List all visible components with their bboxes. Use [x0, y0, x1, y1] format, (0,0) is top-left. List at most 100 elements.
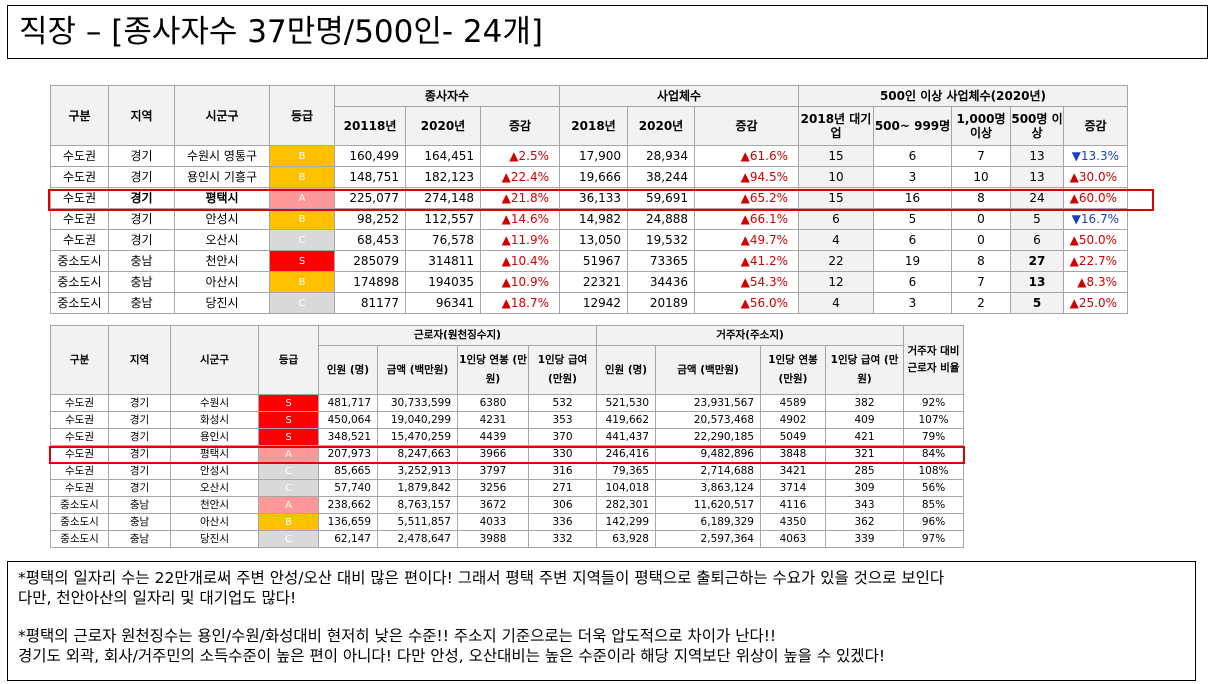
cell-res-per-year: 3714	[760, 479, 826, 497]
cell-region: 충남	[108, 271, 175, 293]
cell-work-amount: 15,470,259	[377, 428, 458, 446]
cell-work-amount: 19,040,299	[377, 411, 458, 429]
cell-gubun: 수도권	[50, 411, 109, 429]
cell-biz-2018: 12942	[559, 292, 628, 314]
cell-region: 경기	[108, 145, 175, 167]
cell-biz-delta: ▲65.2%	[694, 187, 799, 209]
cell-region: 경기	[108, 411, 171, 429]
table-row: 수도권 경기 평택시 A 207,973 8,247,663 3966 330 246,416 9…	[50, 445, 964, 463]
cell-workers-2018: 98,252	[334, 208, 406, 230]
cell-work-per-year: 6380	[457, 394, 529, 412]
cell-region: 경기	[108, 428, 171, 446]
cell-ratio: 84%	[903, 445, 964, 463]
cell-biz-delta: ▲49.7%	[694, 229, 799, 251]
cell-work-people: 136,659	[318, 513, 378, 531]
grade-badge: A	[269, 187, 335, 209]
cell-work-amount: 2,478,647	[377, 530, 458, 548]
cell-workers-2018: 68,453	[334, 229, 406, 251]
cell-region: 충남	[108, 292, 175, 314]
cell-biz-2020: 73365	[627, 250, 695, 272]
header-group-business: 사업체수	[559, 85, 799, 107]
header2-sigungu: 시군구	[170, 325, 259, 395]
cell-size-500-999: 19	[873, 250, 952, 272]
header-workers-delta: 증감	[480, 106, 560, 146]
cell-size-500-999: 3	[873, 166, 952, 188]
header-biz-2020: 2020년	[627, 106, 695, 146]
cell-biz-delta: ▲66.1%	[694, 208, 799, 230]
grade-badge: A	[258, 445, 319, 463]
cell-res-amount: 22,290,185	[655, 428, 761, 446]
cell-work-per-month: 332	[528, 530, 597, 548]
cell-size-delta: ▲50.0%	[1063, 229, 1128, 251]
cell-size-delta: ▲30.0%	[1063, 166, 1128, 188]
cell-sigungu: 안성시	[170, 462, 259, 480]
cell-ratio: 108%	[903, 462, 964, 480]
cell-region: 경기	[108, 394, 171, 412]
cell-big-2018: 15	[798, 187, 874, 209]
cell-work-amount: 3,252,913	[377, 462, 458, 480]
cell-gubun: 중소도시	[50, 530, 109, 548]
cell-res-per-year: 5049	[760, 428, 826, 446]
cell-biz-2018: 36,133	[559, 187, 628, 209]
cell-workers-2020: 314811	[405, 250, 481, 272]
cell-workers-delta: ▲10.9%	[480, 271, 560, 293]
cell-work-per-month: 306	[528, 496, 597, 514]
cell-region: 경기	[108, 445, 171, 463]
cell-region: 충남	[108, 496, 171, 514]
cell-workers-delta: ▲21.8%	[480, 187, 560, 209]
header2-r-per-month: 1인당 급여 (만원)	[825, 345, 904, 395]
cell-gubun: 수도권	[50, 229, 109, 251]
table-row: 수도권 경기 안성시 C 85,665 3,252,913 3797 316 79,365 2,7…	[50, 462, 964, 480]
header-size-500-999: 500~ 999명	[873, 106, 952, 146]
cell-res-per-month: 343	[825, 496, 904, 514]
table-row: 수도권 경기 안성시 B 98,252 112,557 ▲14.6% 14,982 24,888…	[50, 208, 1128, 230]
cell-big-2018: 15	[798, 145, 874, 167]
cell-biz-delta: ▲54.3%	[694, 271, 799, 293]
cell-res-people: 63,928	[596, 530, 656, 548]
cell-size-500-999: 5	[873, 208, 952, 230]
cell-big-2018: 4	[798, 292, 874, 314]
cell-work-amount: 5,511,857	[377, 513, 458, 531]
cell-sigungu: 용인시	[170, 428, 259, 446]
header-biz-delta: 증감	[694, 106, 799, 146]
cell-work-per-year: 3672	[457, 496, 529, 514]
grade-badge: C	[269, 229, 335, 251]
cell-work-per-year: 3256	[457, 479, 529, 497]
cell-biz-2020: 38,244	[627, 166, 695, 188]
cell-workers-delta: ▲14.6%	[480, 208, 560, 230]
table-row: 수도권 경기 오산시 C 57,740 1,879,842 3256 271 104,018 3,…	[50, 479, 964, 497]
cell-res-people: 282,301	[596, 496, 656, 514]
grade-badge: C	[258, 530, 319, 548]
table-row: 수도권 경기 용인시 S 348,521 15,470,259 4439 370 441,437…	[50, 428, 964, 446]
grade-badge: B	[269, 166, 335, 188]
cell-big-2018: 4	[798, 229, 874, 251]
cell-workers-delta: ▲2.5%	[480, 145, 560, 167]
cell-workers-2020: 112,557	[405, 208, 481, 230]
cell-big-2018: 22	[798, 250, 874, 272]
cell-res-amount: 9,482,896	[655, 445, 761, 463]
cell-res-per-month: 421	[825, 428, 904, 446]
cell-region: 충남	[108, 530, 171, 548]
cell-size-1000: 10	[951, 166, 1011, 188]
cell-work-per-month: 532	[528, 394, 597, 412]
header-big-2018: 2018년 대기업	[798, 106, 874, 146]
grade-badge: C	[258, 479, 319, 497]
cell-size-1000: 8	[951, 187, 1011, 209]
header-size-500plus: 500명 이상	[1010, 106, 1064, 146]
table-row: 중소도시 충남 당진시 C 62,147 2,478,647 3988 332 63,928 2,…	[50, 530, 964, 548]
cell-sigungu: 아산시	[174, 271, 270, 293]
cell-size-500-999: 6	[873, 145, 952, 167]
header2-region: 지역	[108, 325, 171, 395]
cell-gubun: 수도권	[50, 145, 109, 167]
cell-big-2018: 10	[798, 166, 874, 188]
cell-workers-2018: 225,077	[334, 187, 406, 209]
cell-work-per-month: 353	[528, 411, 597, 429]
table-row: 수도권 경기 수원시 영통구 B 160,499 164,451 ▲2.5% 17,900 28…	[50, 145, 1128, 167]
cell-work-per-year: 4033	[457, 513, 529, 531]
cell-size-1000: 0	[951, 229, 1011, 251]
cell-workers-2020: 182,123	[405, 166, 481, 188]
table-row: 수도권 경기 평택시 A 225,077 274,148 ▲21.8% 36,133 59,69…	[50, 187, 1128, 209]
cell-res-people: 246,416	[596, 445, 656, 463]
cell-res-per-month: 409	[825, 411, 904, 429]
cell-workers-delta: ▲18.7%	[480, 292, 560, 314]
